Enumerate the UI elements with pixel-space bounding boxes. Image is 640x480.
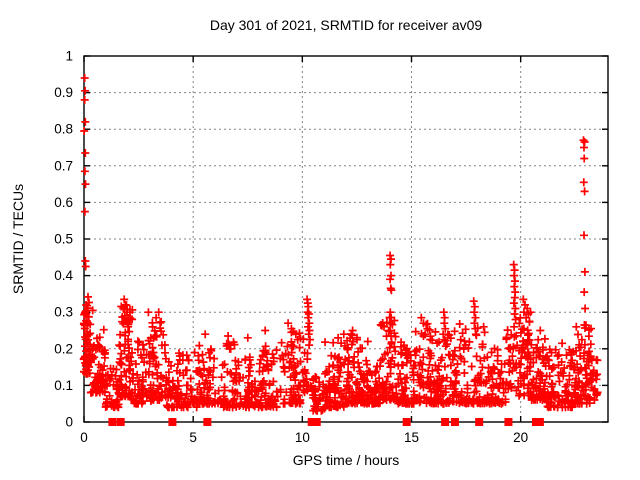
zero-flag-marker [475,418,484,426]
y-tick-label: 0.4 [54,268,73,283]
zero-flag-marker [450,418,459,426]
x-tick-label: 15 [404,430,419,445]
zero-flag-marker [168,418,177,426]
y-tick-label: 0.5 [54,232,73,247]
scatter-points [79,74,602,415]
zero-flag-marker [402,418,411,426]
x-tick-label: 20 [513,430,528,445]
y-tick-label: 0.1 [54,378,73,393]
y-tick-label: 0.2 [54,341,73,356]
zero-flag-marker [312,418,321,426]
chart-title: Day 301 of 2021, SRMTID for receiver av0… [209,17,483,33]
y-tick-label: 0.3 [54,305,73,320]
y-tick-label: 0.9 [54,85,73,100]
y-tick-label: 0.7 [54,158,73,173]
x-tick-label: 10 [295,430,310,445]
y-tick-label: 1 [65,49,73,64]
x-axis-label: GPS time / hours [292,452,400,468]
x-tick-label: 5 [189,430,197,445]
zero-flag-marker [108,418,117,426]
zero-flag-marker [504,418,513,426]
zero-flag-marker [535,418,544,426]
y-tick-label: 0 [65,415,73,430]
y-tick-label: 0.8 [54,122,73,137]
x-tick-label: 0 [80,430,88,445]
zero-flag-marker [307,418,316,426]
zero-flag-marker [203,418,212,426]
zero-flag-marker [441,418,450,426]
zero-flag-marker [116,418,125,426]
y-tick-label: 0.6 [54,195,73,210]
